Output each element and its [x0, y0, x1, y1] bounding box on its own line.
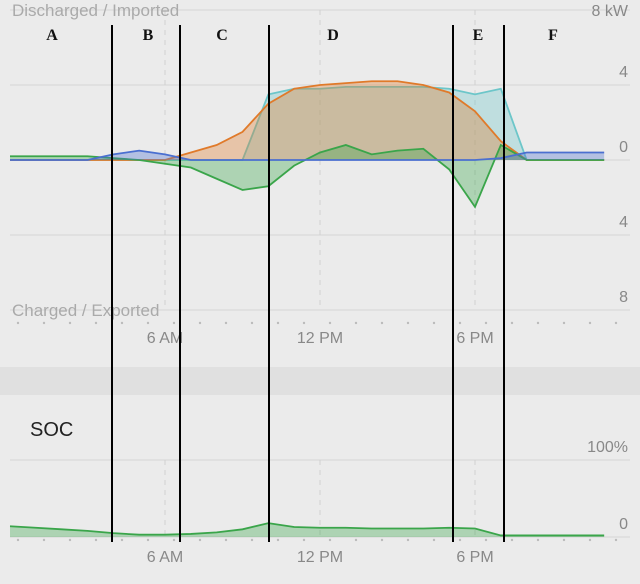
axis-dot — [172, 321, 176, 325]
axis-dot — [250, 321, 254, 325]
axis-dot — [250, 538, 254, 542]
y-tick-label: 8 kW — [592, 3, 629, 20]
phase-label: F — [548, 27, 558, 44]
y-tick-label: 8 — [619, 289, 628, 306]
axis-dot — [224, 538, 228, 542]
axis-dot — [458, 321, 462, 325]
axis-dot — [614, 321, 618, 325]
axis-dot — [510, 538, 514, 542]
axis-dot — [354, 321, 358, 325]
axis-dot — [406, 321, 410, 325]
area-fill — [10, 86, 605, 160]
area-line — [9, 522, 605, 537]
axis-dot — [120, 538, 124, 542]
axis-dot — [588, 321, 592, 325]
phase-label: C — [216, 27, 228, 44]
axis-dot — [42, 321, 46, 325]
axis-dot — [536, 321, 540, 325]
y-tick-label: 0 — [619, 516, 628, 533]
axis-dot — [328, 321, 332, 325]
axis-dot — [484, 321, 488, 325]
x-tick-label: 12 PM — [297, 549, 343, 566]
axis-dot — [302, 321, 306, 325]
axis-dot — [458, 538, 462, 542]
phase-label: E — [473, 27, 484, 44]
x-tick-label: 6 AM — [147, 549, 183, 566]
x-tick-label: 6 PM — [456, 330, 493, 347]
axis-dot — [536, 538, 540, 542]
y-axis-label: Charged / Exported — [12, 301, 159, 320]
phase-label: D — [327, 27, 339, 44]
axis-dot — [380, 538, 384, 542]
y-tick-label: 4 — [619, 214, 628, 231]
phase-label: B — [143, 27, 154, 44]
chart-title: SOC — [30, 419, 73, 441]
axis-dot — [120, 321, 124, 325]
axis-dot — [198, 321, 202, 325]
x-tick-label: 6 PM — [456, 549, 493, 566]
axis-dot — [354, 538, 358, 542]
axis-dot — [94, 538, 98, 542]
y-axis-label: Discharged / Imported — [12, 1, 179, 20]
axis-dot — [146, 321, 150, 325]
axis-dot — [198, 538, 202, 542]
axis-dot — [224, 321, 228, 325]
area-fill — [10, 150, 605, 160]
axis-dot — [562, 538, 566, 542]
axis-dot — [432, 321, 436, 325]
axis-dot — [484, 538, 488, 542]
axis-dot — [562, 321, 566, 325]
area-line — [10, 143, 605, 209]
area-fill — [10, 81, 605, 160]
x-tick-label: 12 PM — [297, 330, 343, 347]
axis-dot — [146, 538, 150, 542]
y-tick-label: 0 — [619, 139, 628, 156]
axis-dot — [276, 321, 280, 325]
axis-dot — [588, 538, 592, 542]
axis-dot — [276, 538, 280, 542]
area-line — [10, 149, 605, 161]
axis-dot — [16, 538, 20, 542]
area-line — [10, 80, 605, 161]
axis-dot — [42, 538, 46, 542]
axis-dot — [172, 538, 176, 542]
axis-dot — [614, 538, 618, 542]
axis-dot — [328, 538, 332, 542]
axis-dot — [510, 321, 514, 325]
y-tick-label: 4 — [619, 64, 628, 81]
axis-dot — [68, 538, 72, 542]
axis-dot — [302, 538, 306, 542]
x-tick-label: 6 AM — [147, 330, 183, 347]
axis-dot — [406, 538, 410, 542]
axis-dot — [380, 321, 384, 325]
axis-dot — [432, 538, 436, 542]
axis-dot — [68, 321, 72, 325]
area-fill — [10, 523, 605, 537]
axis-dot — [16, 321, 20, 325]
phase-label: A — [46, 27, 58, 44]
axis-dot — [94, 321, 98, 325]
y-tick-label: 100% — [587, 439, 628, 456]
separator — [0, 367, 640, 395]
